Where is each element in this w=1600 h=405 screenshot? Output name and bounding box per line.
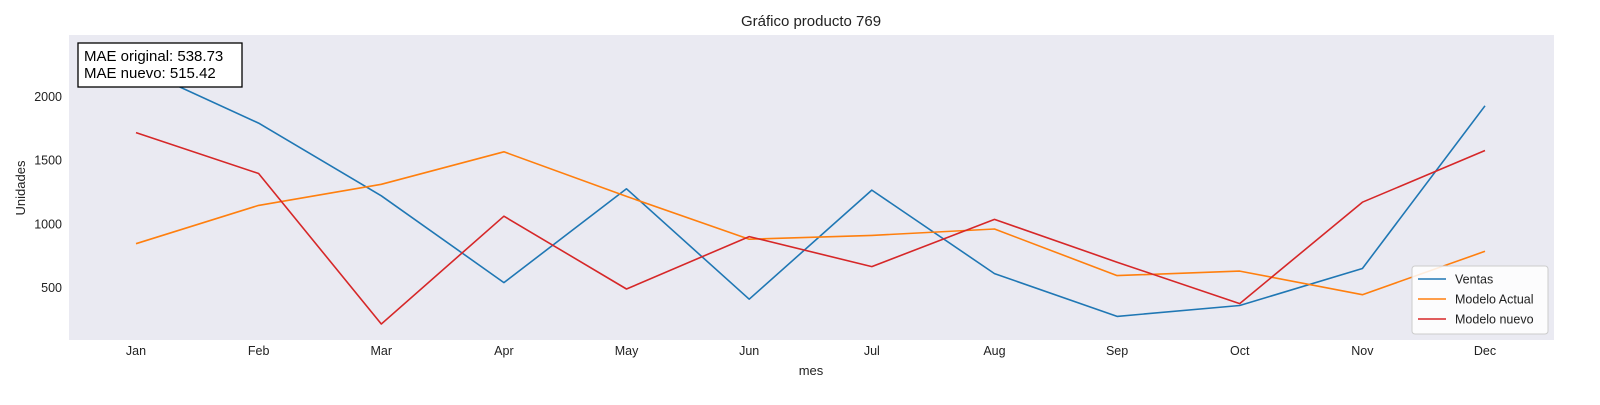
y-tick-label: 1500 bbox=[34, 154, 62, 168]
x-axis-label: mes bbox=[799, 363, 824, 378]
legend-label: Ventas bbox=[1455, 273, 1493, 287]
x-axis: Jan Feb Mar Apr May Jun Jul Aug Sep Oct Nov Dec bbox=[126, 344, 1496, 358]
x-tick-label: Nov bbox=[1351, 344, 1374, 358]
x-tick-label: Apr bbox=[494, 344, 513, 358]
x-tick-label: Aug bbox=[983, 344, 1005, 358]
x-tick-label: Oct bbox=[1230, 344, 1250, 358]
x-tick-label: Mar bbox=[371, 344, 393, 358]
plot-area bbox=[69, 35, 1554, 340]
legend-label: Modelo Actual bbox=[1455, 293, 1534, 307]
y-axis-label: Unidades bbox=[13, 160, 28, 215]
x-tick-label: Jul bbox=[864, 344, 880, 358]
mae-annotation-box: MAE original: 538.73 MAE nuevo: 515.42 bbox=[77, 42, 243, 88]
x-tick-label: Jun bbox=[739, 344, 759, 358]
y-tick-label: 2000 bbox=[34, 90, 62, 104]
series-line-modelo-nuevo bbox=[135, 131, 1486, 325]
x-tick-label: Dec bbox=[1474, 344, 1496, 358]
x-tick-label: Sep bbox=[1106, 344, 1128, 358]
chart-title: Gráfico producto 769 bbox=[741, 13, 881, 30]
y-tick-label: 1000 bbox=[34, 217, 62, 231]
y-tick-label: 500 bbox=[41, 281, 62, 295]
series-line-modelo-actual bbox=[135, 151, 1486, 296]
legend: Ventas Modelo Actual Modelo nuevo bbox=[1411, 265, 1549, 335]
mae-original-text: MAE original: 538.73 bbox=[84, 48, 223, 65]
series-layer bbox=[135, 66, 1486, 325]
legend-frame bbox=[1411, 265, 1549, 335]
annotation-frame bbox=[77, 42, 243, 88]
series-line-ventas bbox=[135, 66, 1486, 318]
x-tick-label: Jan bbox=[126, 344, 146, 358]
y-axis: 500 1000 1500 2000 bbox=[34, 90, 62, 295]
x-tick-label: May bbox=[615, 344, 639, 358]
mae-new-text: MAE nuevo: 515.42 bbox=[84, 65, 216, 82]
legend-label: Modelo nuevo bbox=[1455, 313, 1534, 327]
x-tick-label: Feb bbox=[248, 344, 270, 358]
